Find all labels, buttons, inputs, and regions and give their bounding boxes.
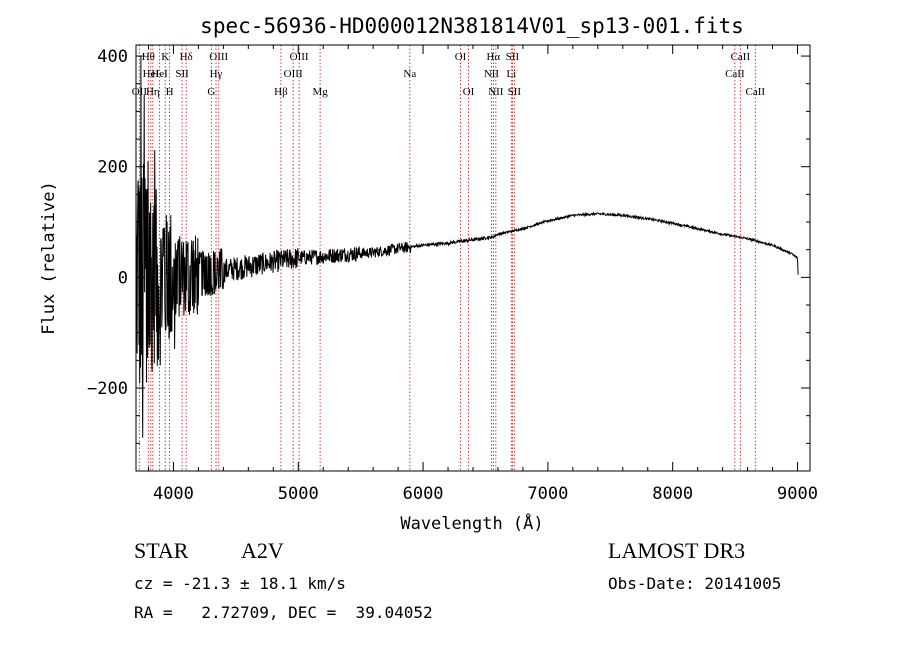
- redshift-velocity: cz = -21.3 ± 18.1 km/s: [134, 574, 346, 593]
- spectral-line-label: NII: [484, 68, 500, 80]
- spectral-line-label: Hγ: [210, 68, 223, 80]
- spectral-line-label: Hα: [486, 51, 500, 63]
- object-subclass: A2V: [241, 538, 284, 563]
- x-tick-label: 6000: [403, 484, 444, 504]
- observation-date: Obs-Date: 20141005: [608, 574, 782, 593]
- y-axis-label: Flux (relative): [39, 181, 59, 335]
- y-tick-label: −200: [87, 379, 128, 399]
- spectral-line-label: OIII: [284, 68, 303, 80]
- ra-dec-coordinates: RA = 2.72709, DEC = 39.04052: [134, 603, 433, 622]
- spectral-line-label: Mg: [312, 86, 328, 98]
- spectral-line-label: OIII: [209, 51, 228, 63]
- spectral-line-label: Hη: [146, 86, 160, 98]
- spectral-line-label: OIII: [290, 51, 309, 63]
- spectral-line-label: G: [207, 86, 215, 98]
- spectral-line-label: Li: [506, 68, 516, 80]
- y-tick-label: 0: [118, 268, 128, 288]
- spectral-line-label: SII: [508, 86, 522, 98]
- spectral-line-label: NII: [488, 86, 504, 98]
- x-axis-ticks: 4000 5000 6000 7000 8000 9000: [147, 45, 818, 504]
- spectral-line-label: H: [166, 86, 174, 98]
- chart-title: spec-56936-HD000012N381814V01_sp13-001.f…: [200, 14, 744, 38]
- spectral-line-label: Hβ: [274, 86, 288, 98]
- y-tick-label: 200: [97, 158, 128, 178]
- spectral-line-label: K: [161, 51, 169, 63]
- spectral-line-label: OI: [455, 51, 467, 63]
- spectral-line-label: CaII: [746, 86, 766, 98]
- x-tick-label: 7000: [527, 484, 568, 504]
- spectral-line-label: HeI: [143, 68, 160, 80]
- spectral-line-label: SII: [175, 68, 189, 80]
- x-tick-label: 8000: [652, 484, 693, 504]
- x-tick-label: 5000: [278, 484, 319, 504]
- survey-name: LAMOST DR3: [608, 538, 746, 563]
- spectral-line-label: Na: [403, 68, 416, 80]
- spectral-line-label: CaII: [731, 51, 751, 63]
- y-axis-ticks: −200 0 200 400: [87, 47, 810, 444]
- spectral-line-markers: [138, 45, 756, 471]
- x-axis-label: Wavelength (Å): [400, 512, 543, 534]
- spectral-line-label: CaII: [725, 68, 745, 80]
- spectral-line-label: HeI: [151, 68, 168, 80]
- x-tick-label: 4000: [153, 484, 194, 504]
- object-class: STAR: [134, 538, 189, 563]
- spectral-line-label: OI: [463, 86, 475, 98]
- x-tick-label: 9000: [777, 484, 818, 504]
- spectral-line-label: Hθ: [142, 51, 155, 63]
- spectral-line-label: SII: [506, 51, 520, 63]
- spectral-line-label: Hδ: [180, 51, 193, 63]
- spectral-line-labels: OIIHθHeIHηHeIKHSIIHδGHγOIIIHβOIIIOIIIMgN…: [132, 51, 766, 98]
- flux-series-line: [135, 56, 799, 438]
- y-tick-label: 400: [97, 47, 128, 67]
- spectral-line-label: OII: [132, 86, 148, 98]
